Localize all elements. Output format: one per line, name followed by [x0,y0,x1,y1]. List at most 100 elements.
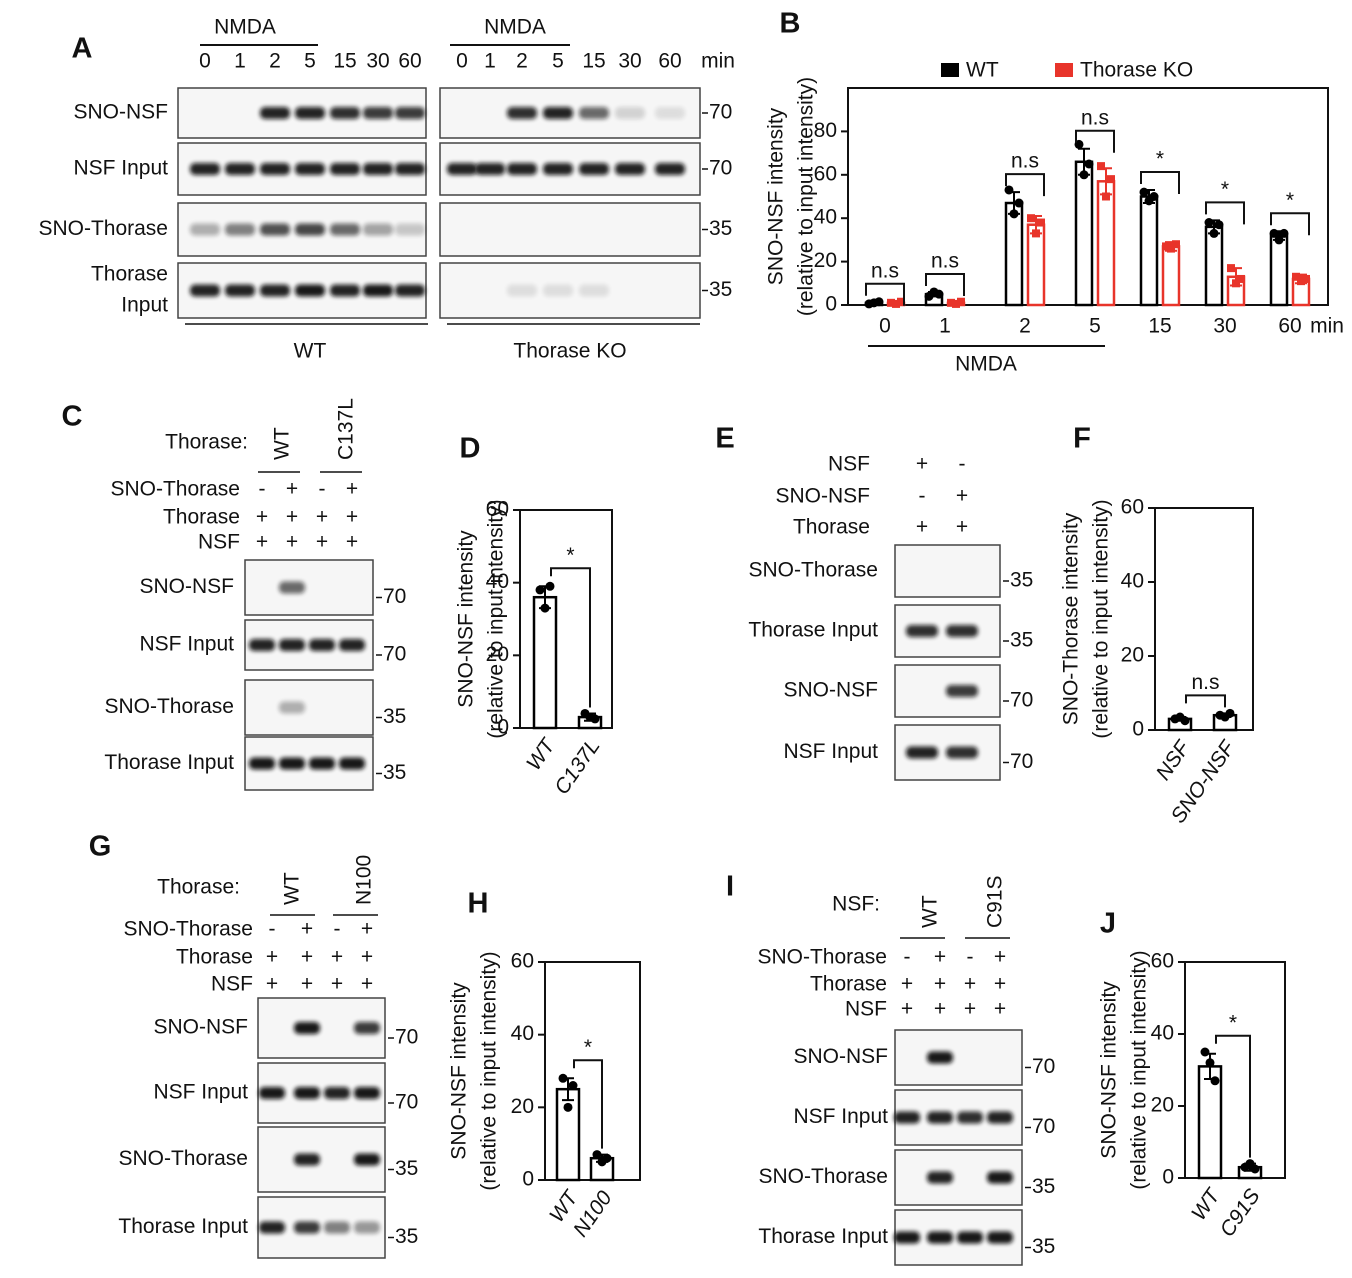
time-label: 60 [398,50,421,73]
condition-name: Thorase [163,506,240,529]
legend-swatch [941,63,959,77]
band [324,1221,350,1234]
condition-sign: - [919,485,926,508]
condition-sign: - [959,453,966,476]
data-point [947,298,955,307]
significance-label: n.s [871,259,899,282]
mw-label: 70 [395,1026,418,1049]
y-axis-label: (relative to input intensity) [478,951,501,1190]
band [249,639,275,651]
band [363,107,393,119]
mw-label: 70 [1010,689,1033,712]
band [946,625,978,637]
significance-bracket [925,272,965,296]
row-name: NSF Input [73,157,168,180]
row-name: SNO-NSF [140,575,235,598]
row-name: SNO-NSF [74,101,169,124]
y-tick-label: 20 [814,249,837,272]
row-name: SNO-Thorase [118,1147,248,1170]
condition-sign: + [361,918,373,941]
band [615,163,645,175]
mw-label: 70 [395,1091,418,1114]
data-point [1250,1164,1260,1174]
time-label: 30 [366,50,389,73]
condition-sign: + [901,973,913,996]
condition-sign: + [346,478,358,501]
significance-label: n.s [1081,106,1109,129]
panel-label: G [89,831,112,863]
panel-label: D [460,433,481,465]
blot-strip [244,559,374,616]
band [579,107,609,119]
band [447,163,477,175]
data-point [1139,187,1149,197]
mw-label: 70 [1032,1055,1055,1078]
significance-label: * [1229,1011,1237,1034]
panel-label: E [715,423,734,455]
data-point [563,1102,573,1112]
treatment-label: NMDA [484,16,546,39]
condition-sign: + [316,506,328,529]
band [190,223,220,236]
genotype-label: WT [294,340,327,363]
band [259,1221,285,1234]
data-point [1297,277,1305,286]
condition-sign: + [346,531,358,554]
band [294,1087,320,1099]
variant-label: WT [281,872,304,905]
significance-bracket [1140,170,1180,194]
band [330,284,360,297]
condition-sign: + [286,478,298,501]
y-tick-label: 60 [1151,950,1174,973]
axis-frame [847,87,1329,306]
data-point [1037,218,1045,227]
legend-label: Thorase KO [1080,59,1193,82]
condition-sign: + [361,946,373,969]
variant-label: WT [271,427,294,460]
time-unit: min [701,50,735,73]
data-point [1102,192,1110,201]
condition-sign: - [259,478,266,501]
mw-label: 70 [383,585,406,608]
mw-label: 70 [709,157,732,180]
band [330,107,360,119]
band [927,1051,953,1064]
blot-strip [439,202,701,257]
row-name: NSF Input [139,633,234,656]
data-point [1214,220,1224,230]
x-tick-label: C137L [550,735,604,799]
row-name: NSF Input [783,740,878,763]
data-point [1302,274,1310,283]
x-tick-label: 30 [1213,315,1236,338]
bar [532,595,558,730]
row-name: Input [121,294,168,317]
data-point [602,1153,612,1163]
condition-sign: - [967,946,974,969]
time-label: 15 [333,50,356,73]
treatment-label: NMDA [214,16,276,39]
condition-sign: + [331,973,343,996]
y-tick-label: 60 [486,498,509,521]
condition-sign: + [266,946,278,969]
data-point [1274,235,1284,245]
band [260,163,290,175]
x-tick-label: 0 [879,315,891,338]
condition-sign: + [934,998,946,1021]
band [354,1221,380,1234]
time-label: 60 [658,50,681,73]
data-point [1079,170,1089,180]
mw-label: 35 [1010,569,1033,592]
y-tick-label: 60 [511,950,534,973]
time-label: 5 [552,50,564,73]
variant-label: C91S [984,875,1007,928]
condition-name: SNO-NSF [776,485,871,508]
band [190,284,220,297]
bar [1269,234,1289,307]
condition-sign: + [266,973,278,996]
data-point [1097,162,1105,171]
row-name: Thorase Input [118,1215,248,1238]
factor-label: Thorase: [165,431,248,454]
y-tick-label: 40 [1121,570,1144,593]
y-tick-label: 40 [814,206,837,229]
